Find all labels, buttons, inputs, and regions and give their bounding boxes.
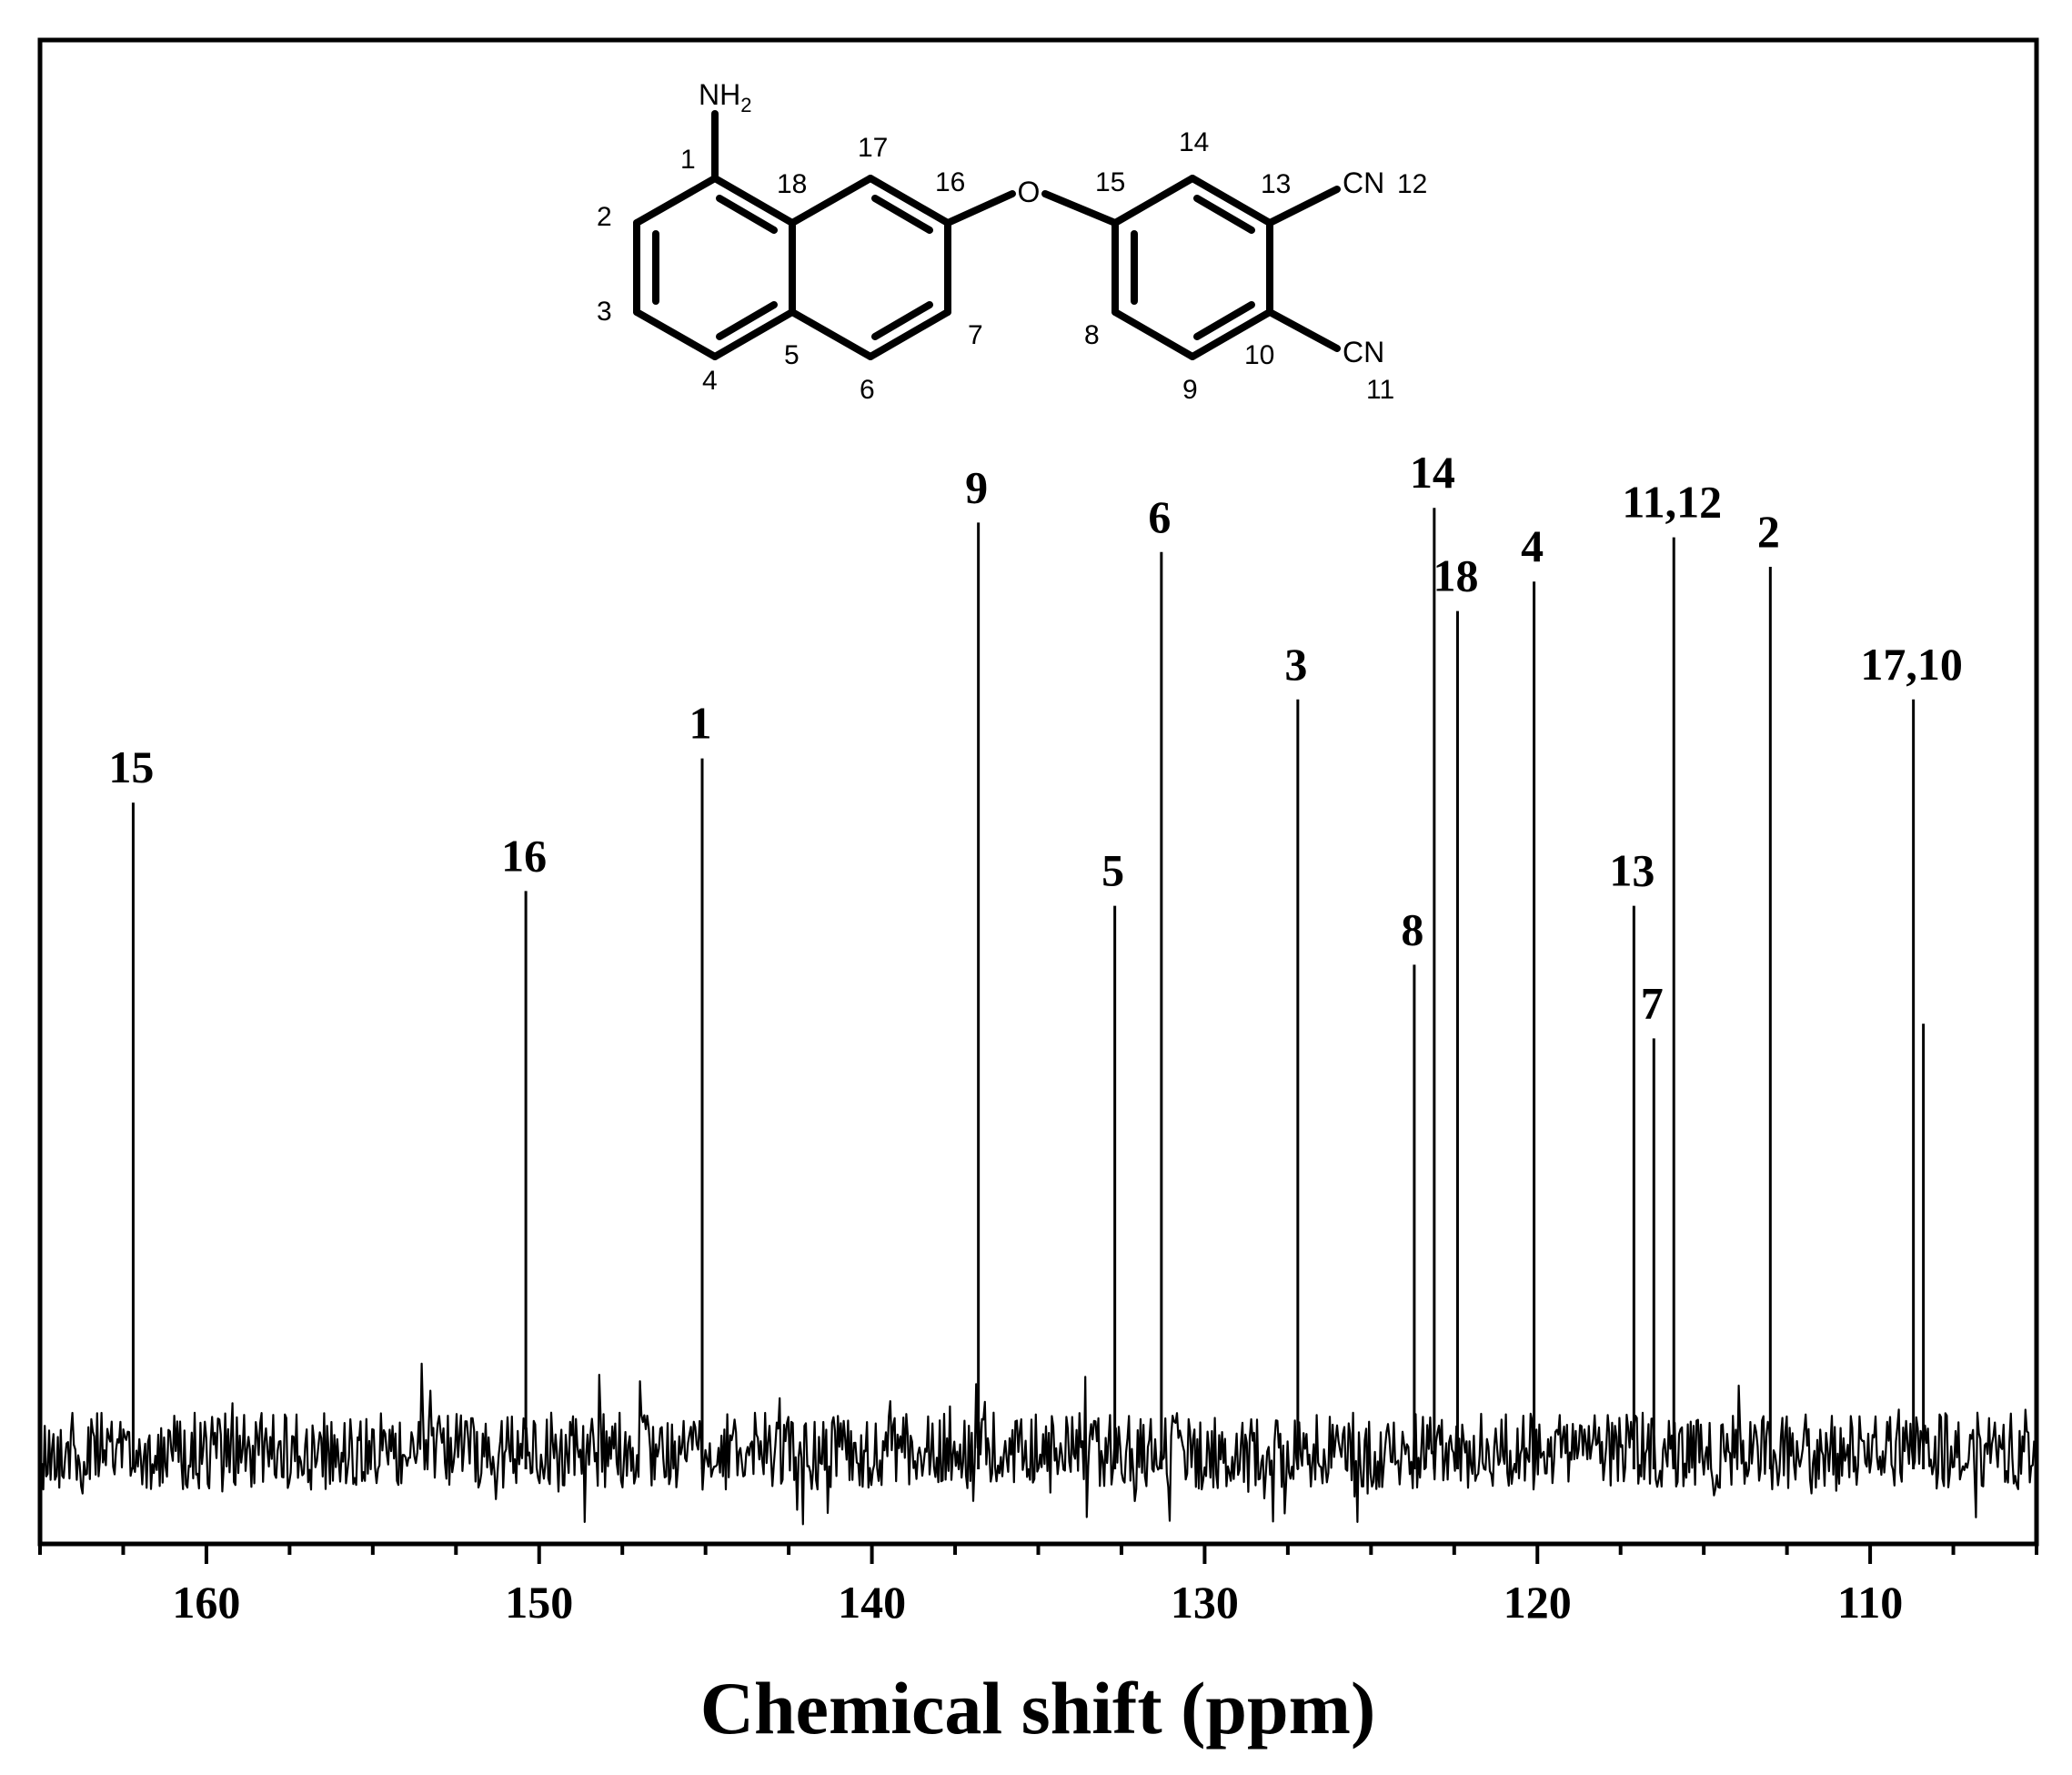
bond	[1266, 308, 1341, 352]
peak-label: 18	[1433, 550, 1478, 601]
peak-label: 6	[1148, 491, 1171, 542]
bond	[633, 175, 719, 227]
oxygen-label: O	[1018, 176, 1041, 208]
atom-number: 9	[1182, 375, 1198, 405]
bond	[867, 175, 951, 227]
peak-label: 11,12	[1622, 477, 1722, 528]
atom-number: 17	[858, 133, 888, 163]
bond	[1111, 308, 1196, 360]
peak-label: 17,10	[1860, 639, 1963, 690]
peak-label: 3	[1284, 639, 1307, 690]
atom-number: 5	[784, 340, 800, 370]
x-tick-label: 140	[838, 1577, 906, 1628]
peak-label: 2	[1757, 506, 1780, 557]
spectrum-trace	[40, 1362, 2036, 1526]
bond	[1189, 308, 1273, 360]
bond	[1193, 301, 1255, 340]
bond	[1111, 175, 1196, 227]
x-axis-ticks	[38, 1544, 2038, 1564]
atom-number: 18	[777, 169, 807, 199]
peak-label: 16	[501, 830, 547, 881]
x-tick-label: 110	[1837, 1577, 1903, 1628]
atom-number: 15	[1095, 167, 1125, 197]
nitrile-label-bottom: CN	[1343, 336, 1384, 368]
atom-number: 4	[702, 366, 718, 396]
bond	[871, 301, 933, 340]
x-tick-label: 130	[1171, 1577, 1239, 1628]
atom-number: 16	[935, 167, 965, 197]
bond	[716, 195, 778, 234]
atom-numbers: 1 2 3 4 5 6 7 8 9 10 11 12 13 14 15 16 1…	[597, 127, 1427, 405]
bond	[789, 308, 874, 360]
nitrile-label-top: CN	[1343, 166, 1384, 199]
peak-label: 13	[1609, 845, 1655, 896]
bond	[1041, 190, 1119, 227]
atom-number: 1	[680, 145, 696, 175]
peak-label: 5	[1101, 845, 1124, 896]
x-axis-tick-labels: 160 150 140 130 120 110	[172, 1577, 1903, 1628]
x-axis-title: Chemical shift (ppm)	[700, 1667, 1376, 1750]
bond	[716, 301, 778, 340]
bond	[1189, 175, 1273, 227]
atom-number: 13	[1261, 169, 1291, 199]
atom-number: 6	[860, 375, 875, 405]
peak-label: 1	[689, 698, 712, 749]
atom-number: 12	[1397, 169, 1427, 199]
bond	[711, 175, 796, 227]
peak-label: 14	[1410, 447, 1455, 498]
atom-number: 7	[968, 320, 983, 350]
bond	[944, 190, 1016, 227]
peak-label: 4	[1521, 520, 1544, 571]
atom-number: 14	[1179, 127, 1209, 157]
atom-number: 3	[597, 297, 612, 327]
molecule-structure	[633, 110, 1341, 360]
bond	[633, 308, 719, 360]
peak-label: 15	[108, 741, 154, 792]
atom-number: 11	[1366, 375, 1394, 405]
atom-number: 2	[597, 202, 612, 232]
plot-frame	[37, 37, 2039, 1547]
bond	[871, 195, 933, 234]
peak-label: 8	[1401, 903, 1423, 954]
atom-number: 10	[1244, 340, 1274, 370]
x-tick-label: 160	[172, 1577, 240, 1628]
atom-number: 8	[1084, 320, 1100, 350]
peak-label: 7	[1641, 977, 1664, 1028]
x-tick-label: 120	[1504, 1577, 1572, 1628]
amine-label: NH2	[699, 78, 751, 116]
bond	[789, 175, 874, 227]
peak-label: 9	[965, 461, 988, 512]
bond	[711, 308, 796, 360]
x-tick-label: 150	[505, 1577, 573, 1628]
bond	[1266, 186, 1341, 227]
bond	[1193, 195, 1255, 234]
bond	[867, 308, 951, 360]
peak-labels: 15 16 1 9 5 6 3 8 14 18 4 13 7 11,12 2 17,10	[108, 447, 1962, 1028]
